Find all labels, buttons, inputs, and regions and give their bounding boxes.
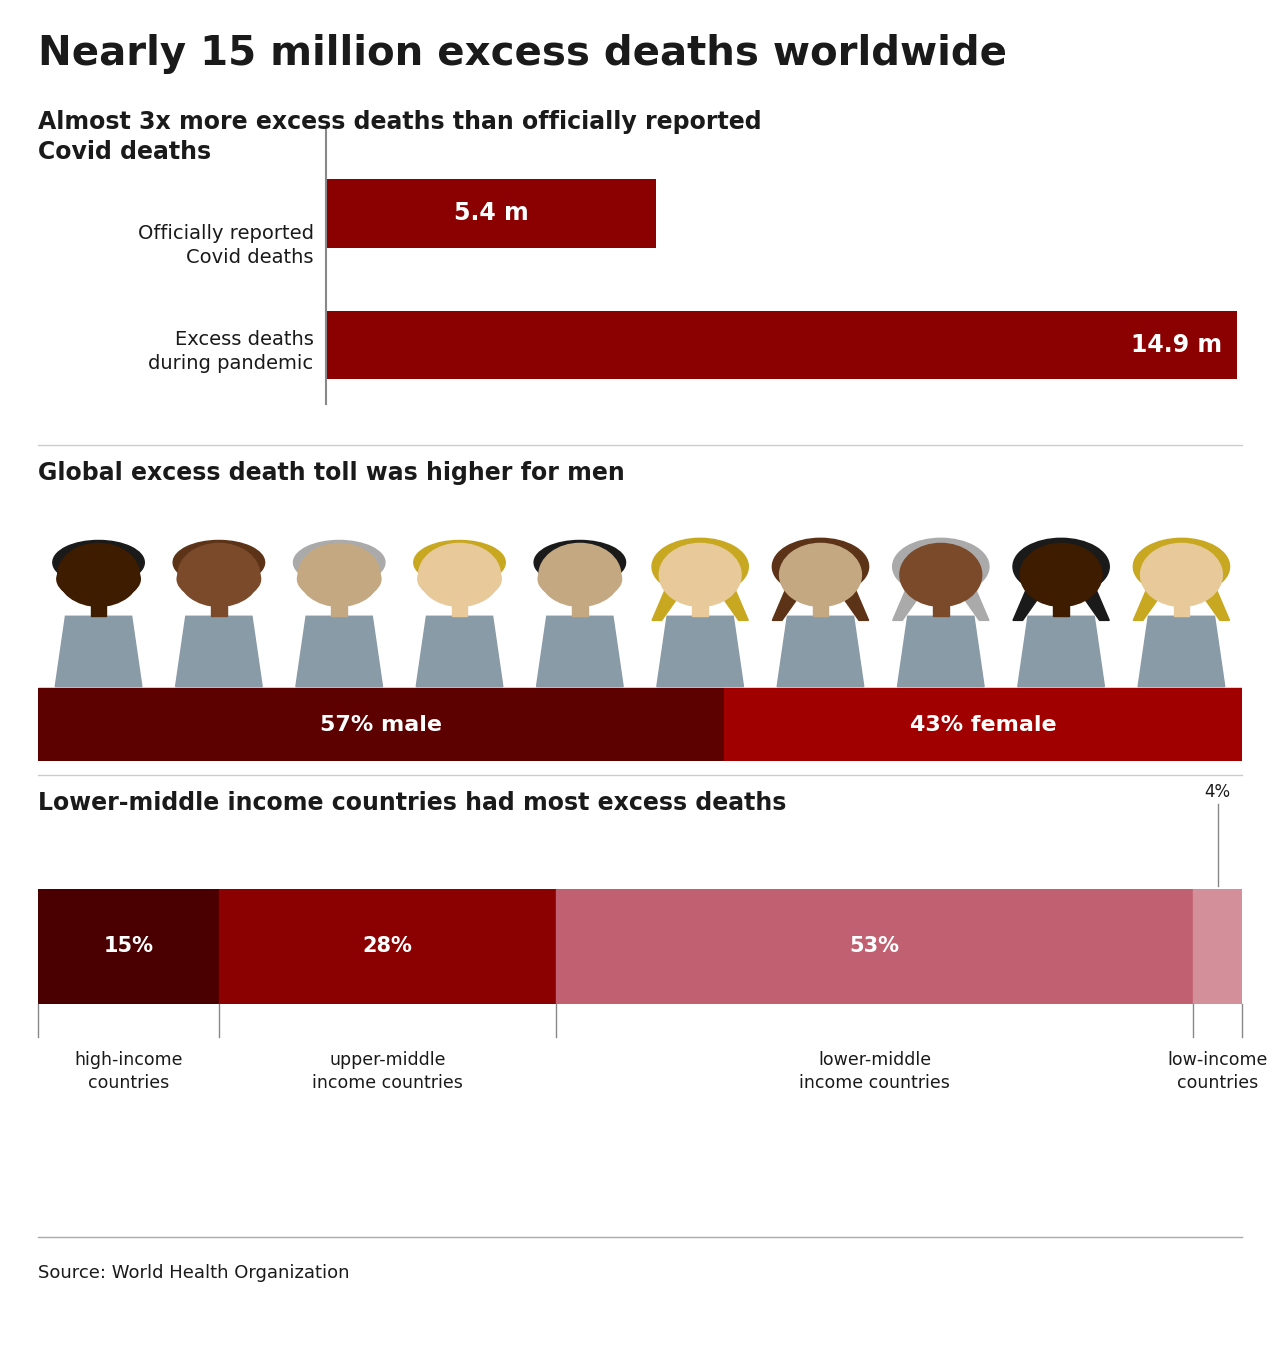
Ellipse shape: [892, 539, 989, 595]
Text: B: B: [1135, 1276, 1151, 1294]
Polygon shape: [452, 601, 467, 617]
Text: Officially reported
Covid deaths: Officially reported Covid deaths: [138, 224, 314, 267]
Polygon shape: [91, 601, 106, 617]
Text: 15%: 15%: [104, 936, 154, 956]
Polygon shape: [772, 575, 808, 621]
Polygon shape: [652, 575, 687, 621]
Polygon shape: [416, 617, 503, 687]
Text: upper-middle
income countries: upper-middle income countries: [312, 1051, 463, 1092]
Text: Almost 3x more excess deaths than officially reported
Covid deaths: Almost 3x more excess deaths than offici…: [38, 110, 762, 164]
Text: 53%: 53%: [850, 936, 900, 956]
Polygon shape: [332, 601, 347, 617]
Ellipse shape: [1012, 539, 1110, 595]
Polygon shape: [1174, 601, 1189, 617]
Polygon shape: [536, 617, 623, 687]
Text: 57% male: 57% male: [320, 715, 443, 734]
Ellipse shape: [780, 543, 861, 606]
Text: Global excess death toll was higher for men: Global excess death toll was higher for …: [38, 461, 625, 485]
Polygon shape: [657, 617, 744, 687]
Polygon shape: [692, 601, 708, 617]
Polygon shape: [777, 617, 864, 687]
Ellipse shape: [173, 540, 265, 585]
Ellipse shape: [772, 539, 869, 595]
Polygon shape: [1074, 575, 1110, 621]
Ellipse shape: [900, 543, 982, 606]
Text: Nearly 15 million excess deaths worldwide: Nearly 15 million excess deaths worldwid…: [38, 34, 1007, 74]
Polygon shape: [933, 601, 948, 617]
Bar: [556, 889, 1193, 1004]
Bar: [724, 688, 1242, 761]
Bar: [219, 889, 556, 1004]
Text: C: C: [1203, 1276, 1219, 1294]
Polygon shape: [1012, 575, 1048, 621]
Text: low-income
countries: low-income countries: [1167, 1051, 1267, 1092]
Polygon shape: [55, 617, 142, 687]
Text: 14.9 m: 14.9 m: [1130, 333, 1222, 357]
Ellipse shape: [413, 540, 506, 585]
Text: Lower-middle income countries had most excess deaths: Lower-middle income countries had most e…: [38, 791, 787, 815]
Ellipse shape: [58, 543, 140, 606]
Ellipse shape: [56, 558, 141, 601]
Text: Excess deaths
during pandemic: Excess deaths during pandemic: [148, 330, 314, 373]
Ellipse shape: [293, 540, 385, 585]
Text: 4%: 4%: [1204, 784, 1230, 801]
Polygon shape: [1018, 617, 1105, 687]
Polygon shape: [1133, 575, 1169, 621]
Ellipse shape: [1140, 543, 1222, 606]
Text: Source: World Health Organization: Source: World Health Organization: [38, 1263, 349, 1282]
Ellipse shape: [52, 540, 145, 585]
Text: 43% female: 43% female: [910, 715, 1056, 734]
Ellipse shape: [177, 558, 261, 601]
Ellipse shape: [652, 539, 749, 595]
Polygon shape: [897, 617, 984, 687]
Ellipse shape: [659, 543, 741, 606]
Bar: [326, 311, 1236, 379]
Polygon shape: [572, 601, 588, 617]
Ellipse shape: [417, 558, 502, 601]
Polygon shape: [954, 575, 989, 621]
Ellipse shape: [298, 543, 380, 606]
Bar: [38, 889, 219, 1004]
Text: B: B: [1068, 1276, 1083, 1294]
Ellipse shape: [1133, 539, 1230, 595]
Ellipse shape: [534, 540, 626, 585]
Ellipse shape: [297, 558, 381, 601]
Text: 5.4 m: 5.4 m: [454, 202, 529, 225]
Text: high-income
countries: high-income countries: [74, 1051, 183, 1092]
Ellipse shape: [1020, 543, 1102, 606]
Polygon shape: [813, 601, 828, 617]
Bar: [326, 179, 657, 248]
Polygon shape: [713, 575, 749, 621]
Polygon shape: [175, 617, 262, 687]
Polygon shape: [296, 617, 383, 687]
Polygon shape: [1053, 601, 1069, 617]
Polygon shape: [1194, 575, 1230, 621]
Polygon shape: [211, 601, 227, 617]
Ellipse shape: [419, 543, 500, 606]
Polygon shape: [1138, 617, 1225, 687]
Polygon shape: [833, 575, 869, 621]
Ellipse shape: [538, 558, 622, 601]
Text: 28%: 28%: [362, 936, 412, 956]
Bar: [38, 688, 724, 761]
Polygon shape: [892, 575, 928, 621]
Text: lower-middle
income countries: lower-middle income countries: [799, 1051, 950, 1092]
Ellipse shape: [539, 543, 621, 606]
Ellipse shape: [178, 543, 260, 606]
Bar: [1193, 889, 1242, 1004]
